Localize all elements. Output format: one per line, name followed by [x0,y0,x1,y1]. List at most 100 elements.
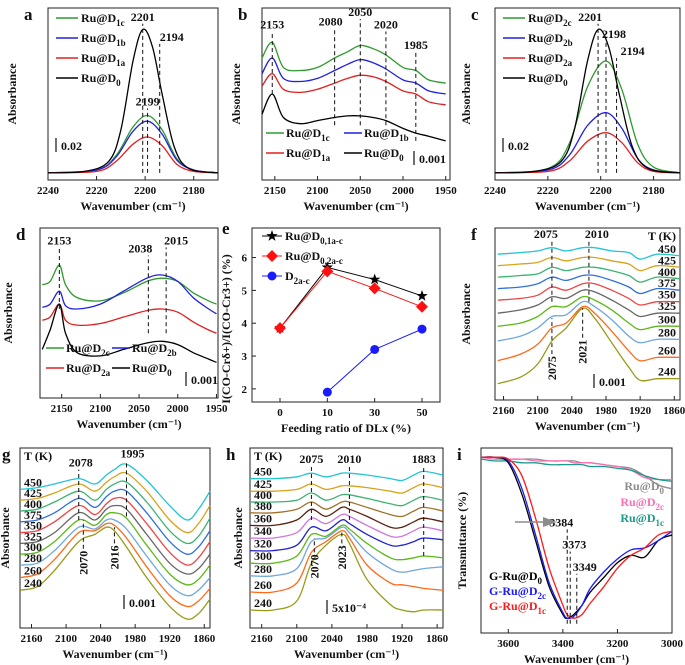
plot-frame [47,7,219,181]
diamond-marker [368,282,381,295]
label-text: D [285,269,294,283]
y-tick-label: 5 [242,285,248,297]
series-line [249,470,444,482]
label-subscript: 0 [660,486,665,496]
legend-label: Ru@D2c [528,11,572,28]
x-tick-label: 2240 [484,185,507,197]
series-temperature-label: 260 [658,343,676,357]
star-marker [266,230,278,241]
label-text: Ru@D [528,71,564,85]
x-axis-label: Wavenumber (cm⁻¹) [294,647,399,661]
x-tick-label: 2100 [286,633,309,645]
series-temperature-label: 325 [24,529,42,543]
x-tick-label: 1980 [124,633,147,645]
y-tick-label: 6 [242,253,248,265]
legend-title: T (K) [254,449,282,463]
diamond-marker [416,300,428,313]
series-line [497,246,681,260]
series-temperature-label: 280 [254,562,272,576]
peak-label: 1883 [412,452,436,466]
scale-bar-label: 5x10⁻⁴ [332,601,366,615]
y-axis-label: Absorbance [459,63,473,125]
plot-frame [39,227,219,399]
x-tick-label: 1860 [193,633,216,645]
y-axis-label: Absorbance [231,507,245,569]
peak-label: 2201 [131,10,155,24]
legend-label: Ru@D2b [528,31,573,48]
series-line [19,463,211,521]
series-line [480,456,673,620]
series-line [249,506,444,529]
plot-frame [494,7,681,181]
star-marker [369,273,381,285]
series-line [497,274,681,295]
series-line [249,483,444,494]
series-line [480,456,673,619]
label-subscript: 1c [656,518,665,528]
peak-label: 2194 [160,30,184,44]
legend-label: G-Ru@D0 [489,569,543,586]
circle-marker [417,324,427,334]
series-temperature-label: 300 [254,549,272,563]
x-tick-label: 2040 [90,633,113,645]
peak-label: 2080 [319,14,343,28]
series-temperature-label: 340 [254,524,272,538]
series-line [497,295,681,331]
label-text: Ru@D [286,126,322,140]
x-tick-label: 2000 [167,403,190,415]
label-subscript: 0 [399,153,404,163]
x-tick-label: 1920 [159,633,182,645]
series-line [42,264,217,305]
panel-f: f 2160 2100 2040 1980 1920 1860 Wavenumber (cm⁻… [459,225,685,433]
x-axis-label: Wavenumber (cm⁻¹) [524,652,629,665]
x-tick-label: 0 [277,407,283,419]
series-temperature-label: 350 [658,288,676,302]
x-tick-label: 1980 [356,633,379,645]
peak-label: 2075 [299,452,323,466]
y-axis-label: Absorbance [0,507,12,569]
label-subscript: 0 [563,78,568,88]
series-temperature-label: 300 [658,312,676,326]
series-temperature-label: 450 [658,242,676,256]
peak-label: 2020 [374,17,398,31]
label-subscript: 0 [116,78,121,88]
label-text: Ru@D [286,146,322,160]
panel-i: i 3600 3400 3200 3000 Wavenumber (cm⁻¹) Transm… [455,445,684,665]
y-axis-label: Transmittance (%) [455,492,469,589]
x-axis-label: Feeding ratio of DLx (%) [281,421,411,435]
circle-marker [322,387,332,397]
x-tick-label: 2100 [527,405,550,417]
label-text: Ru@D [364,126,400,140]
x-tick-label: 1950 [435,185,458,197]
series-temperature-label: 280 [658,325,676,339]
diamond-marker [274,322,286,335]
series-line [249,492,444,507]
series-line [19,471,211,534]
label-text: Ru@D [66,361,102,375]
x-axis-label: Wavenumber (cm⁻¹) [62,647,167,661]
circle-marker [370,344,380,354]
x-tick-label: 2150 [264,185,287,197]
x-tick-label: 3000 [661,638,684,650]
x-tick-label: 2220 [86,185,109,197]
series-temperature-label: 240 [24,576,42,590]
legend-label: Ru@D2c [66,341,110,358]
peak-label: 2153 [47,233,71,247]
label-text: Ru@D [528,51,564,65]
series-temperature-label: 425 [658,253,676,267]
panel-h: h 2160 2100 2040 1980 1920 1860 Wavenumber (cm⁻… [226,445,449,661]
series-line [249,519,444,552]
x-tick-label: 2180 [183,185,206,197]
series-temperature-label: 380 [254,499,272,513]
x-tick-label: 1920 [391,633,414,645]
panel-letter: b [238,5,247,24]
x-tick-label: 2150 [51,403,74,415]
label-subscript: 2c [563,18,572,28]
x-tick-label: 2050 [128,403,151,415]
series-temperature-label: 280 [24,551,42,565]
series-temperature-label: 375 [24,508,42,522]
peak-label: 3349 [573,560,597,574]
series-line [497,282,681,306]
x-tick-label: 10 [322,407,334,419]
series-line [42,274,217,315]
